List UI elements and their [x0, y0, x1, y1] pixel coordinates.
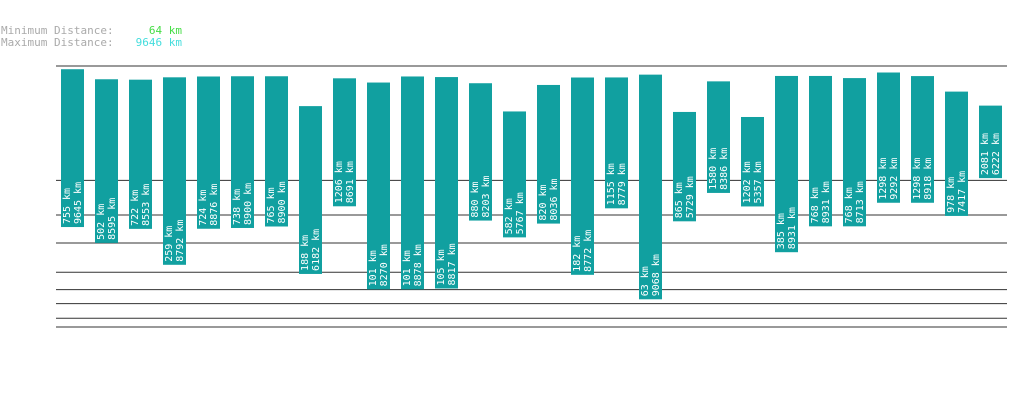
bar	[61, 69, 84, 228]
bar-label: 6222 km	[991, 133, 1002, 175]
bar	[231, 76, 254, 228]
bar-label: 8779 km	[617, 163, 628, 205]
bar-label: 582 km	[504, 198, 515, 234]
bar-label: 101 km	[402, 250, 413, 286]
bar	[741, 116, 764, 207]
bar-label: 768 km	[810, 187, 821, 223]
bar-label: 765 km	[266, 187, 277, 223]
bar-label: 9292 km	[889, 158, 900, 200]
bar-label: 8876 km	[209, 184, 220, 226]
bar-label: 188 km	[300, 235, 311, 271]
bar-label: 8918 km	[923, 158, 934, 200]
bar	[877, 72, 900, 203]
bar-label: 385 km	[776, 213, 787, 249]
bar-label: 9645 km	[73, 182, 84, 224]
bar	[367, 82, 390, 290]
bar	[605, 77, 628, 209]
bar	[979, 105, 1002, 179]
bar-label: 724 km	[198, 190, 209, 226]
bar-label: 1202 km	[742, 161, 753, 203]
bar-label: 7417 km	[957, 171, 968, 213]
legend-summary: 9646 km	[136, 36, 183, 49]
bar	[945, 91, 968, 216]
bar-label: 101 km	[368, 250, 379, 286]
bar	[911, 76, 934, 203]
bar	[503, 111, 526, 238]
legend-label: Minimum Distance:	[1, 24, 114, 37]
bar	[809, 75, 832, 227]
bar-label: 1206 km	[334, 161, 345, 203]
bar	[299, 106, 322, 274]
bar-label: 2081 km	[980, 133, 991, 175]
bar	[843, 78, 866, 227]
bar-label: 8553 km	[141, 184, 152, 226]
bar-label: 502 km	[96, 204, 107, 240]
bar	[435, 77, 458, 289]
bar-label: 8595 km	[107, 198, 118, 240]
bar	[129, 79, 152, 229]
bar-label: 5357 km	[753, 161, 764, 203]
bar-label: 5767 km	[515, 192, 526, 234]
bar-label: 8900 km	[243, 183, 254, 225]
bar	[401, 76, 424, 290]
bar-label: 1298 km	[878, 158, 889, 200]
bar-label: 8772 km	[583, 230, 594, 272]
bar	[469, 83, 492, 221]
bar-label: 63 km	[640, 266, 651, 296]
bar	[707, 81, 730, 193]
bar-label: 8713 km	[855, 181, 866, 223]
bar-label: 8817 km	[447, 243, 458, 285]
bar-label: 8931 km	[821, 181, 832, 223]
bar-label: 8792 km	[175, 220, 186, 262]
bar-label: 8203 km	[481, 175, 492, 217]
bar	[673, 111, 696, 222]
bar	[537, 84, 560, 224]
bar-label: 259 km	[164, 226, 175, 262]
bar-label: 8900 km	[277, 181, 288, 223]
bar-label: 768 km	[844, 187, 855, 223]
bar-label: 738 km	[232, 189, 243, 225]
bar-label: 8036 km	[549, 178, 560, 220]
bar-label: 8691 km	[345, 161, 356, 203]
bar-label: 8386 km	[719, 148, 730, 190]
bar-label: 880 km	[470, 181, 481, 217]
bar-label: 1155 km	[606, 163, 617, 205]
bar	[775, 75, 798, 253]
bar	[95, 79, 118, 243]
bar	[333, 78, 356, 207]
bar-label: 8931 km	[787, 207, 798, 249]
bar	[265, 76, 288, 227]
bar-label: 1580 km	[708, 148, 719, 190]
bar	[639, 74, 662, 300]
bar	[163, 77, 186, 265]
bar	[197, 76, 220, 229]
bar	[571, 77, 594, 275]
bar-label: 8270 km	[379, 244, 390, 286]
bar-label: 820 km	[538, 184, 549, 220]
bar-label: 6182 km	[311, 229, 322, 271]
bar-label: 1298 km	[912, 158, 923, 200]
legend-label: Maximum Distance:	[1, 36, 114, 49]
bar-label: 182 km	[572, 236, 583, 272]
bar-label: 5729 km	[685, 176, 696, 218]
bar-label: 978 km	[946, 177, 957, 213]
bar-label: 9068 km	[651, 254, 662, 296]
bar-label: 755 km	[62, 188, 73, 224]
bar-label: 722 km	[130, 190, 141, 226]
bar-label: 105 km	[436, 249, 447, 285]
bar-label: 8878 km	[413, 244, 424, 286]
legend-summary: 64 km	[149, 24, 182, 37]
bar-label: 865 km	[674, 182, 685, 218]
